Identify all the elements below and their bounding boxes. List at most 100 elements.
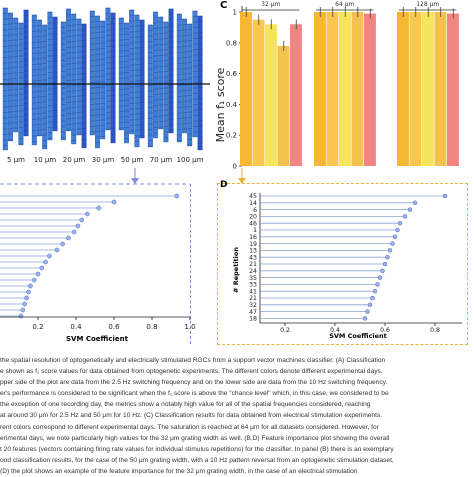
panel-c-ytick-label: 0.8 xyxy=(226,39,237,47)
panel-c-bar xyxy=(326,12,339,166)
panel-d-frame xyxy=(217,183,468,345)
panel-d-repetition-label: 32 xyxy=(249,302,257,309)
panel-d-repetition-label: 14 xyxy=(249,200,257,207)
panel-d-xlabel: SVM Coefficient xyxy=(329,332,387,340)
panel-b-point xyxy=(174,193,180,199)
panel-a-bar xyxy=(158,16,164,130)
panel-a-bar xyxy=(71,13,77,145)
panel-connectors xyxy=(0,168,246,185)
panel-a-bar xyxy=(105,7,111,131)
panel-b-xtick-label: 0.6 xyxy=(108,323,120,331)
panel-d-point xyxy=(442,193,448,199)
panel-d-point xyxy=(372,288,378,294)
panel-a-bar xyxy=(2,7,8,151)
panel-d-point xyxy=(412,200,418,206)
panel-b-point xyxy=(28,283,33,289)
panel-c-bar xyxy=(290,24,302,166)
panel-c-bar xyxy=(422,12,434,166)
panel-d-point xyxy=(387,248,393,253)
panel-a-bar xyxy=(147,24,153,148)
panel-b-point xyxy=(39,265,45,271)
panel-b-point xyxy=(20,307,26,313)
panel-b-point xyxy=(96,205,102,211)
panel-a-bar xyxy=(13,17,19,133)
panel-a-bar xyxy=(89,10,95,136)
caption-line: pper side of the plot are data from the … xyxy=(0,379,388,387)
caption-line: the spatial resolution of optogeneticall… xyxy=(0,357,386,364)
panel-d-repetition-label: 21 xyxy=(249,261,257,268)
panel-a-grating-label: 5 μm xyxy=(7,156,25,164)
panel-b-xtick-label: 1.0 xyxy=(184,323,195,331)
panel-b-xlabel: SVM Coefficient xyxy=(66,335,129,343)
panel-a-bar xyxy=(66,8,71,132)
panel-c-ytick-label: 0.4 xyxy=(226,101,238,109)
panel-d-xtick-label: 0.2 xyxy=(280,327,290,334)
panel-a-bar xyxy=(37,19,42,137)
panel-d-label: D xyxy=(220,180,227,190)
panel-d-point xyxy=(362,316,368,321)
panel-a-bar xyxy=(129,9,135,135)
panel-c-ytick-label: 0.6 xyxy=(226,70,238,78)
panel-a-bar xyxy=(139,19,145,139)
panel-a-bar xyxy=(8,12,13,142)
caption-line: er's performance is considered to be sig… xyxy=(0,390,389,398)
panel-a-grating-label: 20 μm xyxy=(63,156,86,164)
panel-d-point xyxy=(395,227,400,233)
panel-b-point xyxy=(85,211,90,217)
caption-line: ood classification results, for the case… xyxy=(0,456,394,464)
panel-d-point xyxy=(375,282,380,287)
panel-a-bar xyxy=(187,23,193,147)
panel-d-plot: D # Repetition 4514620461161913432124353… xyxy=(220,180,462,340)
panel-d-ylabel: # Repetition xyxy=(232,247,240,293)
panel-a-bar xyxy=(60,21,66,141)
caption-line: (D) the plot shows an example of the fea… xyxy=(0,467,358,475)
panel-d-point xyxy=(365,309,370,314)
panel-b-point xyxy=(60,241,66,247)
panel-a-grating-label: 100 μm xyxy=(177,156,204,164)
panel-c-ytick-label: 1 xyxy=(233,9,237,17)
panel-d-arrowhead xyxy=(238,178,246,184)
panel-d-repetition-label: 19 xyxy=(249,241,257,248)
panel-c-ytick-label: 0.2 xyxy=(226,132,237,140)
panel-a-plot: 5 μm 10 μm 20 μm 30 μm 50 μm 70 μm 100 μm xyxy=(0,7,210,164)
panel-a-grating-label: 10 μm xyxy=(34,156,57,164)
panel-c-bar xyxy=(240,12,252,166)
panel-a-bar xyxy=(47,11,53,141)
panel-c-bar xyxy=(351,12,364,166)
panel-d-point xyxy=(380,268,385,274)
figure-caption: the spatial resolution of optogeneticall… xyxy=(0,355,474,477)
panel-d-point xyxy=(392,234,398,240)
panel-d-xtick-label: 0.8 xyxy=(430,327,440,334)
panel-a-bar xyxy=(182,18,187,134)
panel-d-repetition-label: 46 xyxy=(249,220,257,227)
panel-c-bar xyxy=(277,45,290,166)
panel-b-point xyxy=(24,295,29,301)
panel-d-point xyxy=(402,214,408,219)
panel-c-group-label: 128 μm xyxy=(416,1,439,8)
panel-a-bar xyxy=(192,10,198,138)
panel-a-bar xyxy=(124,22,129,144)
panel-a-bar xyxy=(76,18,82,136)
panel-a-bar xyxy=(23,9,29,137)
panel-c-group-label: 32 μm xyxy=(261,1,280,8)
panel-a-grating-label: 30 μm xyxy=(92,156,115,164)
panel-d-repetition-label: 6 xyxy=(253,207,257,214)
panel-a-bar xyxy=(168,8,174,134)
panel-b-point xyxy=(18,313,24,319)
panel-c-bar xyxy=(409,12,422,166)
panel-d-point xyxy=(407,207,413,212)
panel-a-bar xyxy=(42,24,48,150)
panel-c-ytick-label: 0 xyxy=(233,163,237,171)
panel-b-point xyxy=(22,301,28,307)
panel-d-repetition-label: 20 xyxy=(249,214,257,221)
panel-d-repetition-label: 24 xyxy=(249,268,257,275)
panel-c-bar xyxy=(252,19,265,167)
panel-d-repetition-label: 18 xyxy=(249,316,257,323)
panel-c-plot: C Mean f₁ score 1 0.8 0.6 0.4 0.2 0 32 μm 64 μ… xyxy=(214,0,459,171)
panel-b-xtick-label: 0.2 xyxy=(32,323,43,331)
panel-c-ylabel: Mean f₁ score xyxy=(214,67,227,142)
panel-a-grating-label: 70 μm xyxy=(150,156,173,164)
panel-b-xtick-label: 0.4 xyxy=(70,323,82,331)
panel-d-repetition-label: 13 xyxy=(249,248,257,255)
panel-c-bar xyxy=(314,12,326,166)
